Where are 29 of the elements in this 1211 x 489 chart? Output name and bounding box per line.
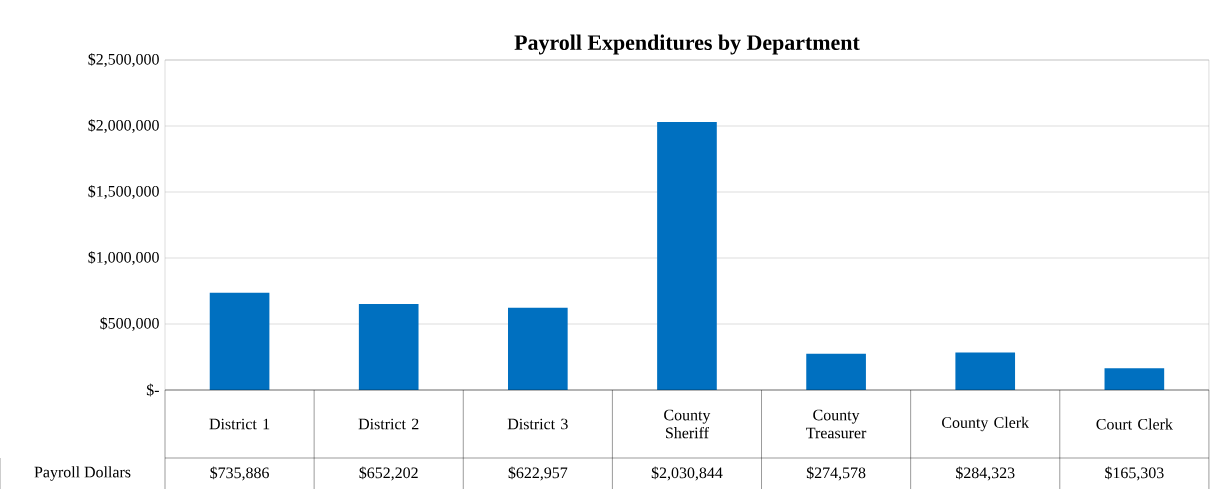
x-tick-label: District 3 xyxy=(507,418,568,430)
x-tick-label: District 1 xyxy=(209,418,270,430)
y-tick-label: $1,500,000 xyxy=(88,185,159,199)
y-tick-label: $500,000 xyxy=(100,317,159,331)
text: Payroll Dollars xyxy=(34,466,131,481)
data-label: $652,202 xyxy=(359,466,418,481)
bar xyxy=(657,121,717,390)
bar xyxy=(209,292,270,390)
x-tick-label: Court Clerk xyxy=(1096,418,1173,430)
y-tick-label: $1,000,000 xyxy=(88,251,159,265)
y-tick-label: $- xyxy=(146,383,159,397)
data-label: $284,323 xyxy=(956,466,1015,481)
bar xyxy=(955,352,1016,390)
data-label: $735,886 xyxy=(210,466,269,481)
x-tick-label: County Treasurer xyxy=(806,409,867,439)
data-label: $165,303 xyxy=(1105,466,1164,481)
chart-title: Payroll Expenditures by Department xyxy=(514,34,860,55)
x-tick-label: County Sheriff xyxy=(664,409,711,439)
bar xyxy=(1104,368,1165,390)
y-tick-label: $2,500,000 xyxy=(88,53,159,67)
data-label: $622,957 xyxy=(508,466,568,481)
x-tick-label: County Clerk xyxy=(942,416,1030,432)
bar xyxy=(358,303,419,390)
x-tick-label: District 2 xyxy=(358,418,419,430)
bar xyxy=(508,307,568,390)
data-label: $274,578 xyxy=(806,466,866,481)
bar xyxy=(806,353,866,390)
data-label: $2,030,844 xyxy=(651,466,723,481)
y-tick-label: $2,000,000 xyxy=(88,119,159,133)
